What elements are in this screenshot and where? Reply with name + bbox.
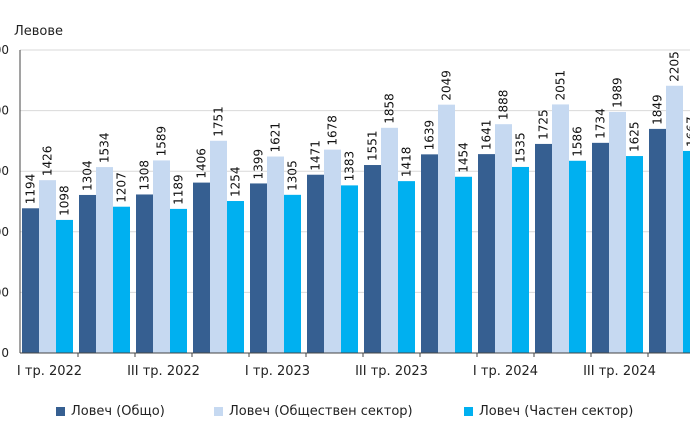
bar [626, 156, 643, 353]
data-label: 1254 [229, 166, 243, 197]
data-label: 1989 [611, 77, 625, 108]
bar [324, 149, 341, 353]
y-axis-title: Левове [14, 24, 64, 39]
legend-item-total[interactable]: Ловеч (Общо) [56, 404, 165, 419]
y-tick-label: 1000 [0, 225, 9, 239]
bar [438, 104, 455, 354]
bar [495, 124, 512, 353]
data-label: 1418 [400, 147, 414, 178]
legend-label-private: Ловеч (Частен сектор) [479, 404, 634, 419]
y-tick-label: 1500 [0, 164, 9, 178]
legend-item-private[interactable]: Ловеч (Частен сектор) [464, 404, 633, 419]
bar [649, 128, 666, 353]
data-label: 1399 [252, 149, 266, 180]
data-label: 1678 [326, 115, 340, 146]
legend-swatch-public [214, 407, 223, 416]
bar [341, 185, 358, 353]
bar [552, 104, 569, 354]
data-label: 1551 [366, 130, 380, 161]
data-label: 1471 [309, 140, 323, 171]
x-tick-label: III тр. 2023 [355, 364, 428, 379]
bar [683, 150, 690, 353]
data-label: 1751 [212, 106, 226, 137]
bar [666, 85, 683, 353]
legend-swatch-total [56, 407, 65, 416]
bar [56, 219, 73, 353]
x-tick-label: I тр. 2023 [245, 364, 310, 379]
data-label: 1305 [286, 160, 300, 191]
x-tick-label: I тр. 2022 [17, 364, 82, 379]
bar [609, 111, 626, 353]
data-label: 1304 [81, 160, 95, 191]
y-tick-label: 500 [0, 285, 9, 299]
data-label: 1207 [115, 172, 129, 203]
data-label: 1098 [58, 185, 72, 216]
data-label: 2205 [668, 51, 682, 82]
data-label: 1888 [497, 90, 511, 121]
data-label: 1849 [651, 94, 665, 125]
data-label: 1621 [269, 122, 283, 153]
data-label: 2051 [554, 70, 568, 101]
x-tick-label: III тр. 2022 [127, 364, 200, 379]
data-label: 1534 [98, 133, 112, 164]
data-label: 1667 [685, 116, 690, 147]
bar-chart: 0 500 1000 1500 2000 2500 1194 1304 1308 1406 1399… [0, 43, 690, 379]
bar [455, 176, 472, 353]
data-label: 1734 [594, 108, 608, 139]
data-label: 1639 [423, 120, 437, 151]
bar [153, 160, 170, 353]
bar [592, 142, 609, 353]
data-label: 1586 [571, 126, 585, 157]
bar [381, 127, 398, 354]
data-label: 1454 [457, 142, 471, 173]
bar [22, 208, 39, 353]
bar [250, 183, 267, 353]
data-label: 1194 [24, 174, 38, 205]
legend-label-public: Ловеч (Обществен сектор) [229, 404, 413, 419]
bar [39, 180, 56, 353]
bar [193, 182, 210, 353]
bar [113, 206, 130, 353]
data-label: 1625 [628, 122, 642, 153]
data-label: 1426 [41, 146, 55, 177]
x-tick-label: I тр. 2024 [473, 364, 538, 379]
bar [478, 154, 495, 353]
legend: Ловеч (Общо) Ловеч (Обществен сектор) Ло… [0, 404, 690, 424]
bar [535, 143, 552, 353]
data-label: 1535 [514, 132, 528, 163]
legend-item-public[interactable]: Ловеч (Обществен сектор) [214, 404, 413, 419]
data-label: 1308 [138, 160, 152, 191]
legend-swatch-private [464, 407, 473, 416]
data-label: 1858 [383, 93, 397, 124]
data-label: 1383 [343, 151, 357, 182]
bar [267, 156, 284, 353]
bar [210, 140, 227, 353]
data-label: 2049 [440, 70, 454, 101]
data-label: 1641 [480, 120, 494, 151]
x-tick-label: III тр. 2024 [583, 364, 656, 379]
bar [79, 194, 96, 353]
y-tick-label: 2000 [0, 104, 9, 118]
y-tick-label: 0 [1, 346, 9, 360]
bar [136, 194, 153, 353]
bar [284, 194, 301, 353]
data-label: 1406 [195, 148, 209, 179]
data-label: 1189 [172, 174, 186, 205]
bar [227, 201, 244, 353]
data-label: 1589 [155, 126, 169, 157]
data-label: 1725 [537, 109, 551, 140]
bar [421, 154, 438, 353]
bar [96, 167, 113, 353]
legend-label-total: Ловеч (Общо) [71, 404, 165, 419]
bar [569, 160, 586, 353]
bar [170, 208, 187, 353]
bar [398, 181, 415, 353]
y-tick-label: 2500 [0, 43, 9, 57]
bar [512, 166, 529, 353]
bar [307, 174, 324, 353]
bar [364, 165, 381, 353]
